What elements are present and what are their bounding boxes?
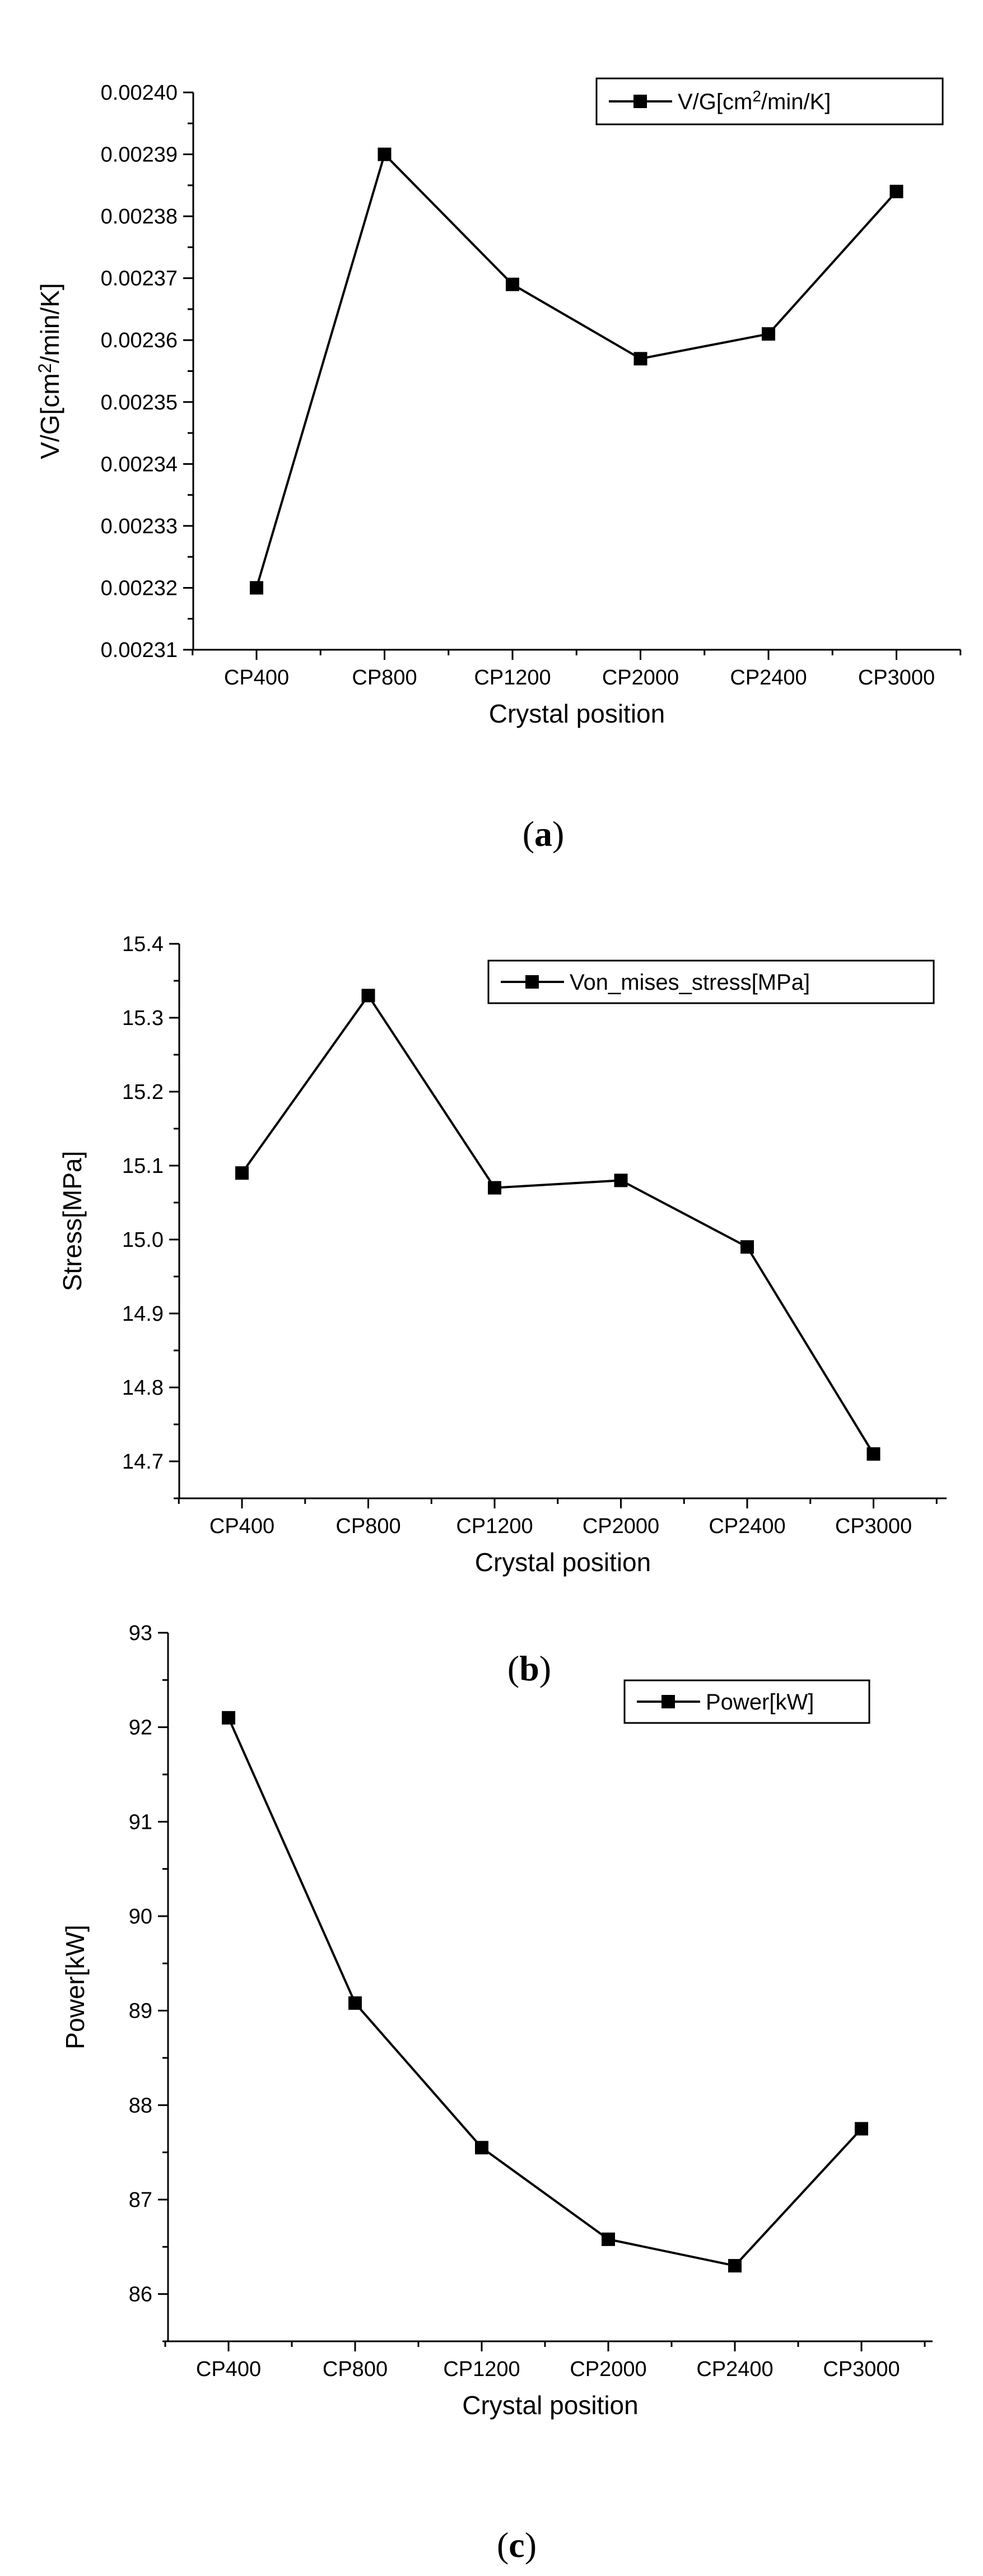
- x-tick-label: CP2000: [583, 1515, 659, 1538]
- data-point: [633, 352, 647, 366]
- y-tick-label: 0.00236: [101, 329, 178, 352]
- data-point: [475, 2141, 488, 2155]
- panel-caption: (a): [523, 814, 565, 854]
- y-tick-label: 0.00231: [101, 639, 178, 662]
- data-point: [506, 277, 519, 291]
- series-line: [255, 152, 897, 589]
- x-tick-label: CP3000: [823, 2358, 900, 2381]
- x-tick-label: CP800: [336, 1515, 400, 1538]
- x-tick-label: CP2000: [602, 666, 679, 690]
- legend-marker: [525, 975, 539, 989]
- y-tick-label: 0.00233: [101, 515, 178, 538]
- data-point: [378, 147, 392, 161]
- y-tick-label: 87: [129, 2188, 152, 2212]
- data-point: [866, 1447, 880, 1461]
- y-tick-label: 15.1: [122, 1154, 164, 1178]
- data-point: [855, 2122, 868, 2136]
- x-tick-label: CP400: [209, 1515, 274, 1538]
- y-tick-label: 92: [129, 1716, 152, 1740]
- y-tick-label: 90: [129, 1905, 152, 1928]
- y-tick-label: 0.00234: [101, 453, 178, 476]
- y-tick-label: 14.9: [122, 1302, 164, 1326]
- data-point: [762, 327, 775, 341]
- series-line: [241, 993, 875, 1455]
- y-axis-title: V/G[cm2/min/K]: [35, 283, 64, 459]
- data-point: [250, 581, 263, 595]
- x-axis-title: Crystal position: [489, 699, 665, 728]
- y-tick-label: 14.8: [122, 1376, 164, 1400]
- x-tick-label: CP2400: [730, 666, 807, 690]
- chart-panel-c: 86 87 88 89 90 91 92 93 CP400 CP800 CP1200 CP2000 CP…: [60, 1622, 933, 2565]
- data-point: [488, 1181, 501, 1195]
- legend-label: Von_mises_stress[MPa]: [570, 970, 810, 995]
- data-point: [348, 1996, 362, 2010]
- legend-marker: [661, 1695, 675, 1708]
- chart-panel-b: 14.7 14.8 14.9 15.0 15.1 15.2 15.3 15.4 CP400 CP8…: [58, 933, 947, 1688]
- y-axis-title: Power[kW]: [60, 1925, 90, 2049]
- panel-caption: (b): [507, 1648, 551, 1688]
- y-tick-label: 0.00239: [101, 143, 178, 167]
- legend-label: V/G[cm2/min/K]: [678, 87, 831, 114]
- y-tick-label: 88: [129, 2094, 152, 2117]
- series-line: [227, 1717, 863, 2267]
- x-tick-label: CP1200: [443, 2358, 520, 2381]
- x-axis-title: Crystal position: [475, 1548, 651, 1577]
- legend-label: Power[kW]: [706, 1690, 814, 1715]
- x-tick-label: CP3000: [858, 666, 935, 690]
- data-point: [235, 1166, 249, 1180]
- x-axis-title: Crystal position: [462, 2391, 638, 2420]
- panel-caption: (c): [497, 2525, 537, 2565]
- legend-marker: [633, 95, 647, 108]
- x-tick-label: CP2400: [696, 2358, 773, 2381]
- data-point: [728, 2259, 742, 2273]
- data-point: [740, 1240, 754, 1254]
- y-tick-label: 86: [129, 2283, 152, 2307]
- y-tick-label: 15.2: [122, 1080, 164, 1104]
- y-tick-label: 15.0: [122, 1228, 164, 1252]
- y-tick-label: 91: [129, 1810, 152, 1834]
- y-tick-label: 0.00237: [101, 267, 178, 291]
- y-tick-label: 0.00240: [101, 81, 178, 105]
- y-tick-label: 14.7: [122, 1450, 164, 1474]
- data-point: [602, 2232, 615, 2246]
- y-tick-label: 15.4: [122, 933, 164, 956]
- y-tick-label: 0.00238: [101, 205, 178, 229]
- y-tick-label: 93: [129, 1622, 152, 1645]
- x-tick-label: CP3000: [835, 1515, 912, 1538]
- y-tick-label: 0.00235: [101, 391, 178, 414]
- x-tick-label: CP800: [352, 666, 417, 690]
- x-tick-label: CP1200: [456, 1515, 533, 1538]
- data-point: [614, 1173, 628, 1187]
- chart-panel-a: 0.00231 0.00232 0.00233 0.00234 0.00235 0.002…: [35, 77, 962, 854]
- y-tick-label: 15.3: [122, 1007, 164, 1030]
- x-tick-label: CP400: [196, 2358, 261, 2381]
- x-tick-label: CP400: [224, 666, 289, 690]
- y-tick-label: 89: [129, 2000, 152, 2023]
- x-tick-label: CP2400: [709, 1515, 785, 1538]
- x-tick-label: CP1200: [474, 666, 551, 690]
- x-tick-label: CP2000: [570, 2358, 646, 2381]
- data-point: [222, 1711, 235, 1725]
- x-tick-label: CP800: [323, 2358, 388, 2381]
- y-axis-title: Stress[MPa]: [58, 1151, 87, 1292]
- data-point: [361, 989, 375, 1003]
- y-tick-label: 0.00232: [101, 576, 178, 600]
- data-point: [889, 184, 903, 198]
